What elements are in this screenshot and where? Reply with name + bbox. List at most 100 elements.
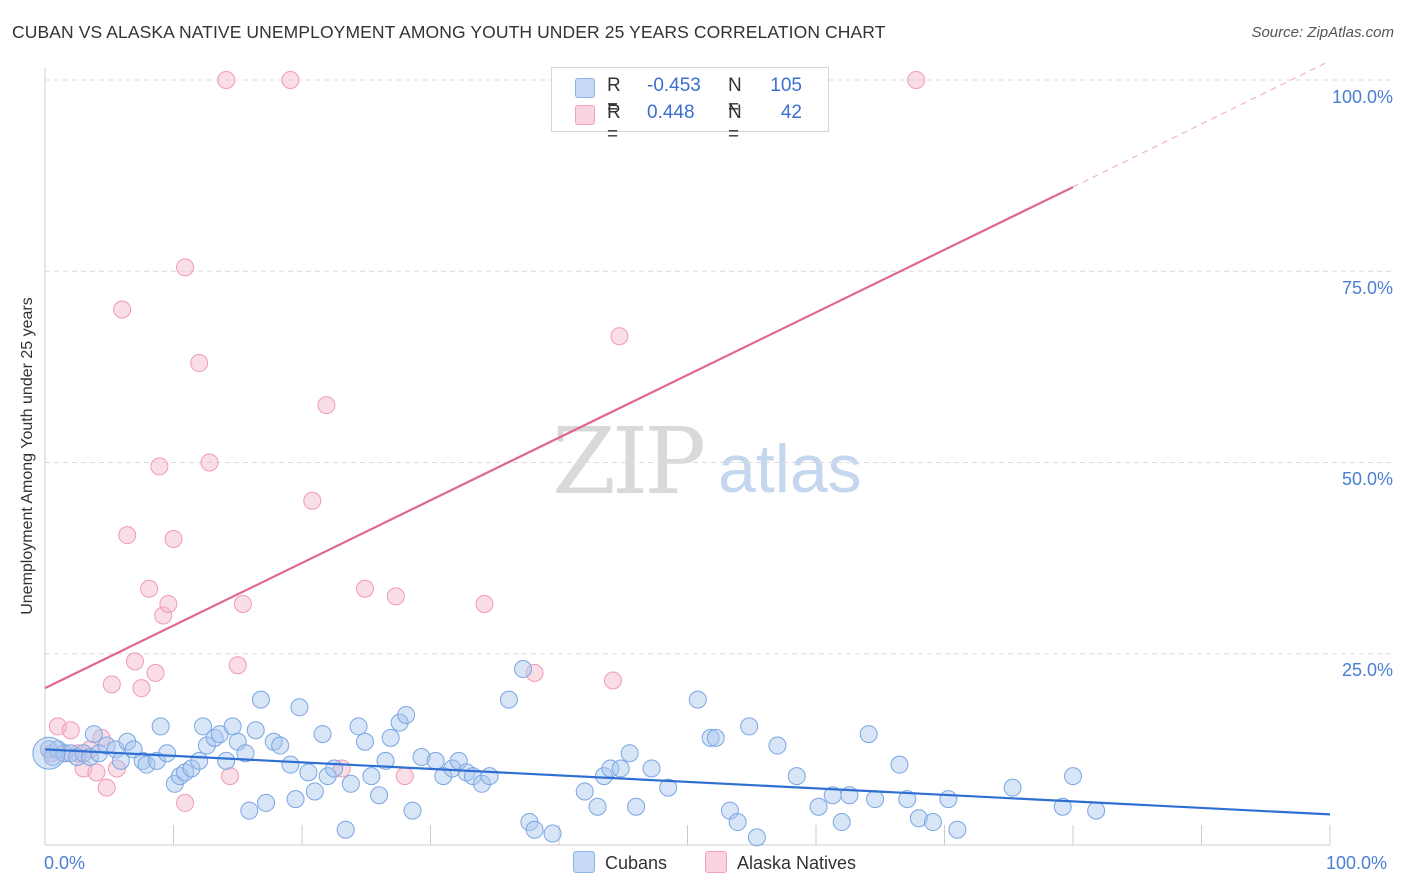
cubans-point (588, 797, 607, 816)
cubans-point (281, 755, 300, 774)
alaska-natives-point (317, 396, 336, 415)
cubans-point (84, 725, 103, 744)
cubans-point (32, 736, 66, 770)
cubans-point (376, 751, 395, 770)
cubans-point (747, 828, 766, 847)
cubans-point (325, 759, 344, 778)
cubans-point (728, 813, 747, 832)
alaska-natives-point (118, 526, 137, 545)
cubans-point (318, 767, 337, 786)
alaska-natives-trend-line (44, 186, 1074, 690)
cubans-point (740, 717, 759, 736)
cubans-point (412, 748, 431, 767)
cubans-point (381, 728, 400, 747)
cubans-point (349, 717, 368, 736)
alaska-natives-point (97, 778, 116, 797)
r-value: -0.453 (647, 75, 701, 96)
cubans-point (514, 660, 533, 679)
x-tick-label: 0.0% (44, 853, 86, 873)
alaska-natives-point (525, 663, 544, 682)
alaska-natives-point (281, 71, 300, 89)
cubans-point (948, 820, 967, 839)
watermark-atlas: atlas (718, 431, 862, 507)
cubans-point (236, 744, 255, 763)
cubans-swatch (575, 78, 595, 98)
cubans-point (611, 759, 630, 778)
legend-label: Cubans (605, 853, 668, 873)
alaska-natives-point (150, 457, 169, 476)
alaska-natives-point (159, 595, 178, 614)
y-axis-label: Unemployment Among Youth under 25 years (19, 297, 36, 615)
cubans-point (832, 813, 851, 832)
alaska-natives-point (146, 663, 165, 682)
cubans-point (706, 728, 725, 747)
cubans-point (362, 767, 381, 786)
cubans-point (525, 820, 544, 839)
alaska-natives-point (102, 675, 121, 694)
cubans-point (909, 809, 928, 828)
legend-item-cubans[interactable]: Cubans (573, 851, 667, 874)
alaska-natives-legend-swatch (705, 851, 727, 873)
alaska-natives-point (140, 579, 159, 598)
cubans-point (355, 732, 374, 751)
cubans-point (118, 732, 137, 751)
y-tick-label: 75.0% (1341, 278, 1393, 298)
cubans-legend-swatch (573, 851, 595, 873)
cubans-point (768, 736, 787, 755)
cubans-point (217, 751, 236, 770)
cubans-point (390, 713, 409, 732)
alaska-natives-point (87, 763, 106, 782)
alaska-natives-point (907, 71, 926, 89)
y-tick-label: 25.0% (1341, 660, 1393, 680)
cubans-point (627, 797, 646, 816)
cubans-point (97, 736, 116, 755)
cubans-point (151, 717, 170, 736)
alaska-natives-point (355, 579, 374, 598)
alaska-natives-point (176, 258, 195, 277)
cubans-point (866, 790, 885, 809)
r-value: 0.448 (647, 102, 695, 123)
cubans-point (299, 763, 318, 782)
legend-item-alaska-natives[interactable]: Alaska Natives (705, 851, 856, 874)
cubans-point (336, 820, 355, 839)
grid-lines (45, 79, 1395, 655)
cubans-point (480, 767, 499, 786)
alaska-natives-point (164, 530, 183, 548)
cubans-point (499, 690, 518, 709)
alaska-natives-point (228, 656, 247, 675)
cubans-point (1053, 797, 1072, 816)
cubans-point (659, 778, 678, 797)
n-label: N = (728, 102, 742, 145)
source-label: Source: ZipAtlas.com (1251, 24, 1394, 41)
alaska-natives-points (42, 71, 926, 812)
n-value: 105 (770, 75, 802, 96)
cubans-point (182, 759, 201, 778)
cubans-point (939, 790, 958, 809)
alaska-natives-point (610, 327, 629, 346)
cubans-point (194, 717, 213, 736)
cubans-point (251, 690, 270, 709)
cubans-point (147, 751, 166, 770)
cubans-trend-line (44, 748, 1331, 816)
cubans-point (575, 782, 594, 801)
alaska-natives-point (221, 767, 240, 786)
x-tick-label: 100.0% (1326, 853, 1388, 873)
cubans-point (397, 705, 416, 724)
chart-title: CUBAN VS ALASKA NATIVE UNEMPLOYMENT AMON… (12, 22, 886, 42)
cubans-point (434, 767, 453, 786)
cubans-points (32, 660, 1106, 847)
alaska-natives-point (190, 354, 209, 373)
trend-lines (44, 60, 1331, 816)
cubans-point (370, 786, 389, 805)
alaska-natives-point (176, 793, 195, 812)
cubans-point (223, 717, 242, 736)
alaska-natives-point (113, 300, 132, 319)
cubans-point (898, 790, 917, 809)
cubans-point (246, 721, 265, 740)
cubans-point (620, 744, 639, 763)
cubans-point (197, 736, 216, 755)
cubans-point (923, 813, 942, 832)
alaska-natives-point (386, 587, 405, 606)
cubans-point (787, 767, 806, 786)
